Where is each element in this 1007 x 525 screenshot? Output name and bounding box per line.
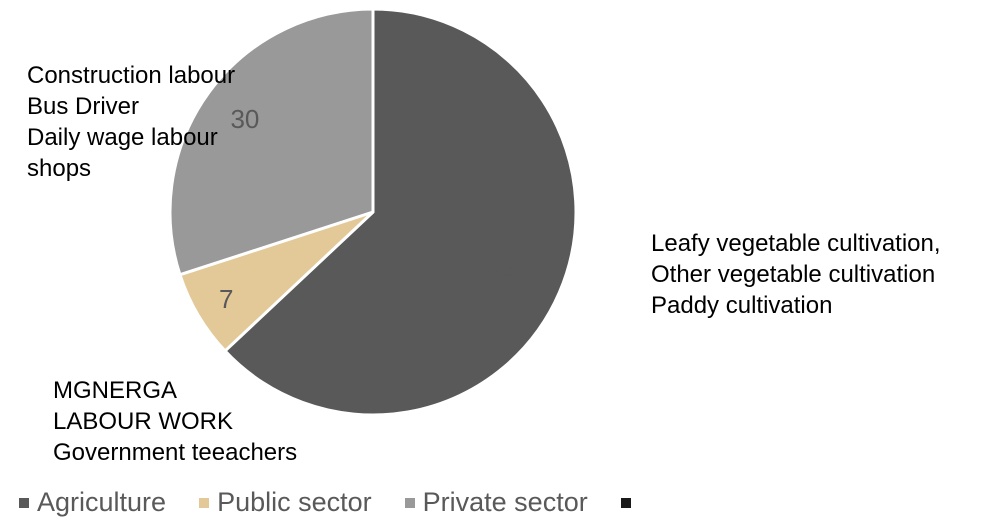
data-label-agriculture: 63 bbox=[485, 252, 514, 282]
public-sector-annotation: MGNERGA LABOUR WORK Government teeachers bbox=[53, 375, 297, 468]
pie-data-labels: 63 7 30 bbox=[219, 104, 514, 314]
legend-swatch bbox=[620, 497, 631, 508]
legend-label: Agriculture bbox=[37, 487, 167, 517]
legend-swatch bbox=[19, 497, 29, 508]
legend-item-private-sector: Private sector bbox=[404, 487, 588, 518]
annotation-line: Other vegetable cultivation bbox=[651, 261, 936, 288]
annotation-line: Leafy vegetable cultivation, bbox=[651, 230, 941, 257]
annotation-line: Daily wage labour bbox=[27, 124, 218, 151]
legend-label: Private sector bbox=[422, 487, 588, 517]
annotation-line: shops bbox=[27, 155, 92, 182]
pie-chart: 63 7 30 bbox=[168, 7, 578, 417]
annotation-line: Construction labour bbox=[27, 62, 236, 89]
pie-slice-agriculture bbox=[223, 7, 578, 417]
data-label-private-sector: 30 bbox=[230, 104, 259, 134]
private-sector-annotation: Construction labour Bus Driver Daily wag… bbox=[27, 60, 235, 184]
annotation-line: LABOUR WORK bbox=[53, 408, 234, 435]
legend-swatch bbox=[199, 497, 210, 508]
legend-item-unlabeled bbox=[620, 497, 639, 508]
legend-item-public-sector: Public sector bbox=[199, 487, 372, 518]
annotation-line: Government teeachers bbox=[53, 439, 298, 466]
annotation-line: Bus Driver bbox=[27, 93, 140, 120]
legend-item-agriculture: Agriculture bbox=[19, 487, 166, 518]
data-label-public-sector: 7 bbox=[219, 284, 233, 314]
annotation-line: Paddy cultivation bbox=[651, 292, 833, 319]
legend-swatch bbox=[404, 497, 415, 508]
legend: Agriculture Public sector Private sector bbox=[19, 487, 672, 518]
legend-label: Public sector bbox=[217, 487, 372, 517]
agriculture-annotation: Leafy vegetable cultivation, Other veget… bbox=[651, 228, 941, 321]
pie-slices bbox=[168, 7, 578, 417]
pie-slice-private-sector bbox=[168, 7, 375, 277]
annotation-line: MGNERGA bbox=[53, 377, 178, 404]
